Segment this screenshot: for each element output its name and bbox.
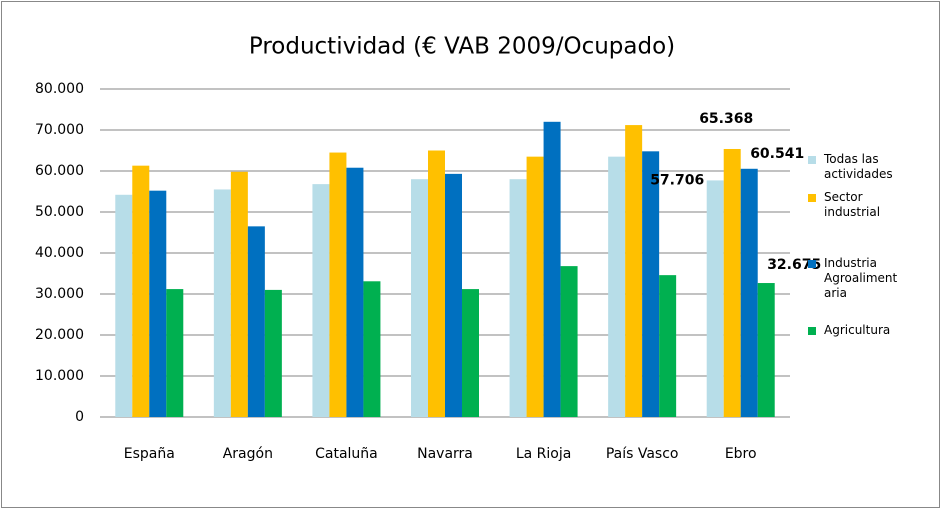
- x-tick-label: Aragón: [223, 446, 273, 462]
- x-tick-label: Navarra: [417, 446, 473, 462]
- data-label: 32.675: [767, 257, 821, 273]
- bar: [115, 194, 133, 417]
- bar: [642, 151, 660, 417]
- bar: [462, 289, 479, 417]
- bar: [230, 171, 248, 417]
- bar: [312, 184, 330, 417]
- x-tick-label: La Rioja: [516, 446, 571, 462]
- data-label: 65.368: [699, 111, 753, 127]
- y-tick-label: 20.000: [35, 327, 84, 343]
- y-tick-label: 40.000: [35, 245, 84, 261]
- y-tick-label: 30.000: [35, 286, 84, 302]
- legend-swatch: [808, 260, 816, 268]
- bar: [625, 125, 643, 417]
- bar: [723, 148, 741, 417]
- x-tick-label: España: [124, 446, 175, 462]
- bar: [247, 226, 265, 417]
- bar: [264, 289, 282, 417]
- bar: [346, 167, 364, 417]
- y-tick-label: 80.000: [35, 81, 84, 97]
- legend-swatch: [808, 194, 816, 202]
- bar: [428, 150, 445, 417]
- legend-label: Agricultura: [824, 323, 891, 337]
- bar: [740, 168, 758, 417]
- bar: [445, 173, 462, 417]
- bar: [560, 266, 578, 417]
- bar: [411, 179, 428, 417]
- legend-label: Todas las actividades: [824, 152, 893, 181]
- legend-label: Industria Agroalimentaria: [824, 256, 898, 300]
- y-tick-label: 10.000: [35, 368, 84, 384]
- bar: [659, 275, 677, 417]
- bar: [509, 179, 527, 417]
- chart-title: Productividad (€ VAB 2009/Ocupado): [249, 34, 675, 60]
- y-tick-label: 60.000: [35, 163, 84, 179]
- bar: [526, 156, 544, 417]
- y-tick-label: 50.000: [35, 204, 84, 220]
- bar: [706, 180, 724, 417]
- x-tick-label: País Vasco: [606, 446, 679, 462]
- bar: [608, 156, 626, 417]
- bar: [363, 281, 381, 417]
- bar: [166, 289, 184, 417]
- x-tick-label: Ebro: [725, 446, 757, 462]
- y-tick-label: 70.000: [35, 122, 84, 138]
- legend-swatch: [808, 156, 816, 164]
- legend-swatch: [808, 327, 816, 335]
- bar: [213, 189, 231, 417]
- legend-label: Sector industrial: [824, 190, 881, 219]
- data-label: 57.706: [650, 172, 704, 188]
- bar: [149, 190, 167, 417]
- bar: [132, 165, 150, 417]
- bar: [757, 283, 775, 417]
- x-tick-label: Cataluña: [315, 446, 378, 462]
- y-tick-label: 0: [75, 409, 84, 425]
- bar: [543, 121, 561, 418]
- data-label: 60.541: [750, 146, 804, 162]
- bar: [329, 152, 347, 418]
